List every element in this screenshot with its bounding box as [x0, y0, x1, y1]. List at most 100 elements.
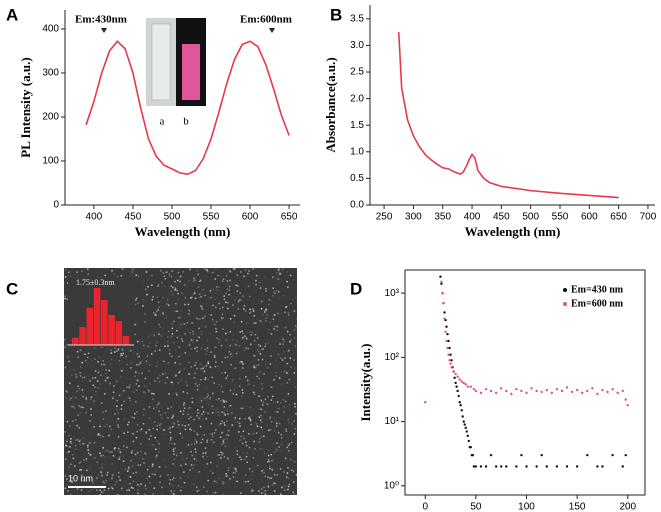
point [596, 392, 599, 396]
tem-grain [212, 392, 214, 395]
tem-grain [296, 414, 297, 417]
point [624, 453, 627, 457]
tem-grain [198, 470, 201, 473]
tem-grain [142, 299, 144, 301]
tem-grain [124, 468, 126, 471]
tem-grain [268, 429, 270, 432]
tem-grain [242, 337, 244, 339]
point [447, 353, 450, 356]
tem-grain [236, 480, 238, 483]
tem-grain [217, 274, 219, 277]
point [479, 465, 483, 468]
tem-grain [207, 320, 210, 323]
tem-grain [272, 276, 274, 278]
tem-grain [147, 345, 149, 348]
y-tick-label: 200 [42, 112, 59, 123]
tem-grain [215, 429, 217, 431]
tem-grain [166, 271, 168, 273]
tem-grain [225, 400, 227, 403]
point [472, 465, 476, 468]
tem-grain [65, 444, 67, 447]
tem-grain [121, 348, 124, 351]
tem-grain [110, 486, 113, 489]
tem-grain [79, 375, 82, 377]
tem-grain [247, 347, 250, 350]
y-tick-label: 2.5 [350, 67, 364, 78]
panel-letter: D [350, 279, 362, 298]
tem-grain [173, 320, 175, 323]
tem-grain [183, 407, 186, 409]
tem-grain [198, 280, 201, 283]
tem-grain [268, 460, 271, 463]
tem-grain [68, 399, 71, 402]
tem-grain [121, 354, 123, 357]
tem-grain [154, 350, 157, 352]
tem-grain [144, 493, 146, 495]
tem-grain [249, 418, 251, 420]
tem-grain [164, 401, 166, 404]
tem-grain [178, 371, 180, 374]
point [500, 387, 503, 390]
tem-grain [196, 385, 199, 387]
tem-grain [283, 406, 285, 409]
tem-grain [135, 436, 138, 439]
tem-grain [158, 323, 161, 326]
tem-grain [122, 352, 125, 355]
tem-grain [64, 431, 66, 433]
tem-grain [203, 316, 205, 319]
tem-grain [276, 431, 279, 433]
tem-grain [94, 386, 96, 388]
tem-grain [257, 344, 260, 346]
tem-grain [199, 397, 201, 400]
tem-grain [244, 418, 246, 420]
histogram-bar [108, 315, 115, 345]
tem-grain [167, 474, 169, 476]
tem-grain [141, 340, 143, 343]
tem-grain [254, 448, 256, 450]
tem-grain [280, 443, 283, 446]
tem-grain [260, 417, 263, 419]
tem-grain [238, 417, 241, 420]
tem-grain [196, 471, 198, 474]
tem-grain [74, 419, 77, 421]
tem-grain [188, 309, 190, 312]
tem-grain [260, 408, 262, 411]
point [447, 339, 450, 343]
tem-grain [207, 363, 209, 366]
point [621, 465, 624, 468]
tem-grain [130, 349, 132, 352]
tem-grain [259, 437, 261, 440]
tem-grain [126, 382, 129, 384]
tem-grain [137, 492, 139, 495]
tem-grain [132, 472, 135, 475]
tem-grain [287, 393, 290, 395]
point [540, 453, 543, 457]
tem-grain [194, 448, 197, 450]
tem-grain [273, 378, 276, 381]
tem-grain [273, 430, 276, 432]
tem-grain [156, 362, 159, 364]
tem-grain [155, 456, 157, 459]
tem-grain [171, 335, 173, 338]
tem-grain [192, 466, 194, 469]
point [520, 389, 523, 393]
tem-grain [264, 343, 267, 345]
tem-grain [70, 397, 73, 400]
tem-grain [157, 309, 159, 311]
tem-grain [215, 268, 217, 270]
tem-grain [277, 353, 280, 356]
tem-grain [227, 434, 230, 437]
tem-grain [222, 391, 224, 393]
point [440, 282, 443, 285]
tem-grain [260, 421, 263, 423]
tem-grain [229, 404, 232, 407]
tem-grain [222, 317, 224, 319]
point [450, 366, 453, 369]
tem-grain [204, 397, 206, 400]
tem-grain [260, 436, 263, 438]
tem-grain [223, 295, 225, 297]
tem-grain [92, 384, 95, 386]
tem-grain [94, 389, 96, 391]
tem-grain [257, 350, 260, 353]
tem-grain [193, 443, 196, 445]
